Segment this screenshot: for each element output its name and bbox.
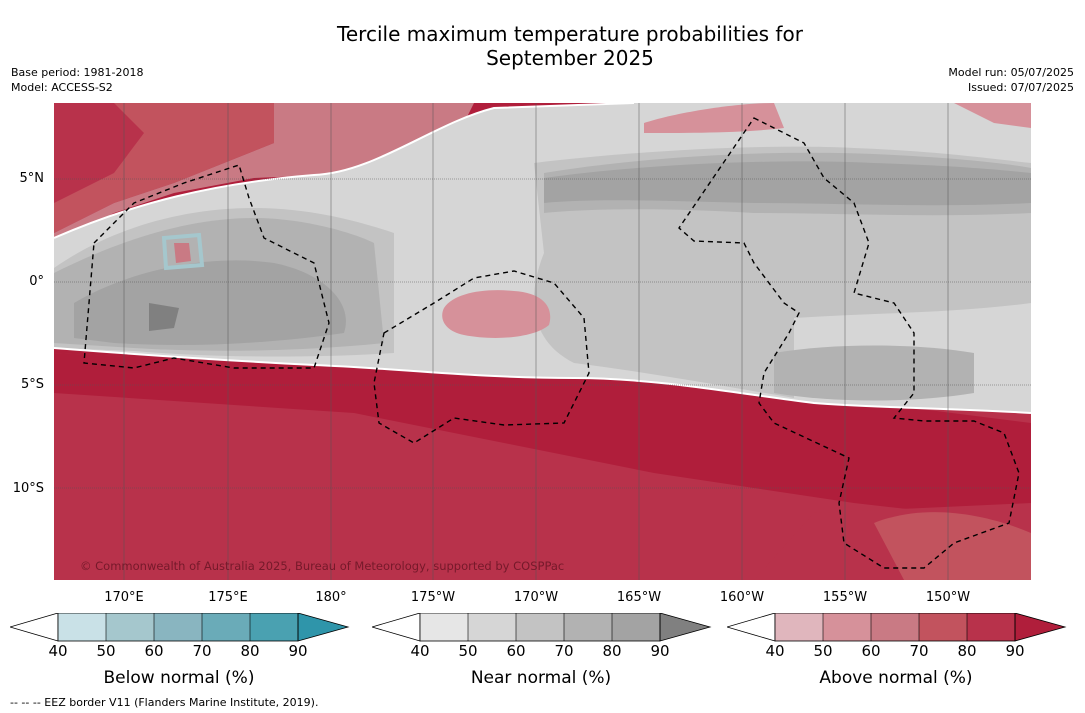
lon-grid bbox=[123, 103, 949, 580]
above-80-northwest bbox=[54, 103, 144, 203]
lon-label-150w: 150°W bbox=[925, 590, 971, 605]
eez-tuvalu-kiribati-west bbox=[83, 164, 330, 369]
above-50-central-patch bbox=[442, 290, 551, 338]
lon-label-180: 180° bbox=[315, 590, 347, 605]
lon-label-175e: 175°E bbox=[208, 590, 248, 605]
map-svg bbox=[54, 103, 1031, 580]
below-tick-50: 50 bbox=[96, 642, 116, 660]
near-normal-title: Near normal (%) bbox=[470, 668, 612, 688]
eez-line-islands bbox=[678, 117, 1020, 569]
above-tick-80: 80 bbox=[957, 642, 977, 660]
boundary-south bbox=[54, 347, 1031, 414]
lat-label-10s: 10°S bbox=[12, 481, 44, 496]
below-tick-60: 60 bbox=[144, 642, 164, 660]
model-name: Model: ACCESS-S2 bbox=[11, 81, 113, 94]
colorbar-below bbox=[10, 613, 350, 642]
lon-label-170w: 170°W bbox=[513, 590, 559, 605]
above-normal-title: Above normal (%) bbox=[819, 668, 973, 688]
colorbar-above bbox=[727, 613, 1067, 642]
probability-map bbox=[54, 103, 1031, 580]
colorbar-near bbox=[372, 613, 712, 642]
below-tick-80: 80 bbox=[240, 642, 260, 660]
lon-label-175w: 175°W bbox=[410, 590, 456, 605]
lat-label-5n: 5°N bbox=[19, 171, 45, 186]
near-80-east-upper bbox=[544, 161, 1031, 206]
near-tick-80: 80 bbox=[602, 642, 622, 660]
above-tick-70: 70 bbox=[909, 642, 929, 660]
base-period: Base period: 1981-2018 bbox=[11, 66, 144, 79]
below-50-ring bbox=[161, 232, 205, 271]
above-tick-50: 50 bbox=[813, 642, 833, 660]
lon-label-160w: 160°W bbox=[719, 590, 765, 605]
meta-left: Base period: 1981-2018 Model: ACCESS-S2 bbox=[11, 65, 143, 95]
lat-label-0: 0° bbox=[29, 274, 44, 289]
near-tick-50: 50 bbox=[458, 642, 478, 660]
lon-label-165w: 165°W bbox=[616, 590, 662, 605]
map-title-line1: Tercile maximum temperature probabilitie… bbox=[337, 22, 803, 46]
above-tick-90: 90 bbox=[1005, 642, 1025, 660]
issued-date: Issued: 07/07/2025 bbox=[967, 81, 1074, 94]
lon-label-170e: 170°E bbox=[104, 590, 144, 605]
credit-text: © Commonwealth of Australia 2025, Bureau… bbox=[80, 559, 565, 573]
eez-borders bbox=[83, 117, 1020, 569]
above-60-small-patch bbox=[174, 243, 191, 263]
near-80-west bbox=[74, 260, 346, 345]
near-tick-70: 70 bbox=[554, 642, 574, 660]
lat-label-5s: 5°S bbox=[20, 377, 44, 392]
near-tick-60: 60 bbox=[506, 642, 526, 660]
near-tick-40: 40 bbox=[410, 642, 430, 660]
map-title-line2: September 2025 bbox=[486, 46, 654, 70]
below-tick-70: 70 bbox=[192, 642, 212, 660]
near-90-west bbox=[149, 303, 179, 331]
model-run: Model run: 05/07/2025 bbox=[948, 66, 1074, 79]
near-70-southeast bbox=[774, 345, 974, 401]
eez-footnote: -- -- -- EEZ border V11 (Flanders Marine… bbox=[10, 696, 319, 709]
meta-right: Model run: 05/07/2025 Issued: 07/07/2025 bbox=[948, 65, 1074, 95]
above-50-northeast-corner bbox=[954, 103, 1031, 128]
near-tick-90: 90 bbox=[650, 642, 670, 660]
eez-phoenix bbox=[373, 270, 590, 444]
lat-grid bbox=[54, 178, 1031, 489]
above-60-north bbox=[54, 103, 474, 243]
lon-label-155w: 155°W bbox=[822, 590, 868, 605]
above-tick-40: 40 bbox=[765, 642, 785, 660]
below-normal-title: Below normal (%) bbox=[103, 668, 255, 688]
below-tick-90: 90 bbox=[288, 642, 308, 660]
above-tick-60: 60 bbox=[861, 642, 881, 660]
below-tick-40: 40 bbox=[48, 642, 68, 660]
